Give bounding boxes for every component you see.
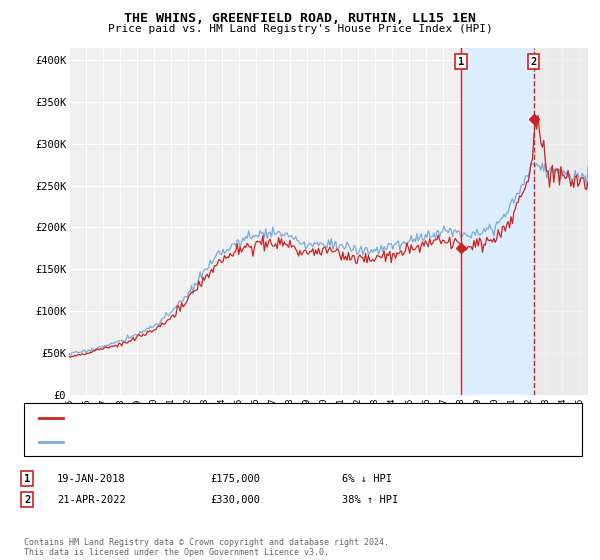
Bar	[461, 48, 534, 395]
Text: HPI: Average price, detached house, Denbighshire: HPI: Average price, detached house, Denb…	[69, 436, 351, 446]
Text: 1: 1	[24, 474, 30, 484]
Text: THE WHINS, GREENFIELD ROAD, RUTHIN, LL15 1EN (detached house): THE WHINS, GREENFIELD ROAD, RUTHIN, LL15…	[69, 413, 427, 423]
Text: 2: 2	[530, 57, 537, 67]
Text: £330,000: £330,000	[210, 494, 260, 505]
Text: 1: 1	[458, 57, 464, 67]
Text: £175,000: £175,000	[210, 474, 260, 484]
Text: Contains HM Land Registry data © Crown copyright and database right 2024.
This d: Contains HM Land Registry data © Crown c…	[24, 538, 389, 557]
Text: Price paid vs. HM Land Registry's House Price Index (HPI): Price paid vs. HM Land Registry's House …	[107, 24, 493, 34]
Text: THE WHINS, GREENFIELD ROAD, RUTHIN, LL15 1EN: THE WHINS, GREENFIELD ROAD, RUTHIN, LL15…	[124, 12, 476, 25]
Text: 6% ↓ HPI: 6% ↓ HPI	[342, 474, 392, 484]
Text: 21-APR-2022: 21-APR-2022	[57, 494, 126, 505]
Bar	[534, 48, 588, 395]
Text: 19-JAN-2018: 19-JAN-2018	[57, 474, 126, 484]
Text: 38% ↑ HPI: 38% ↑ HPI	[342, 494, 398, 505]
Text: 2: 2	[24, 494, 30, 505]
